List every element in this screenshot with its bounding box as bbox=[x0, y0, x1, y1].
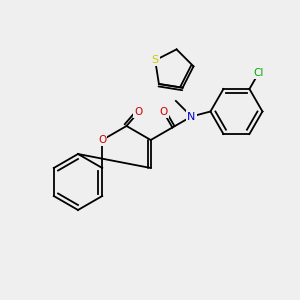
Text: Cl: Cl bbox=[253, 68, 264, 78]
Text: O: O bbox=[98, 135, 106, 145]
Text: S: S bbox=[152, 55, 159, 65]
Text: N: N bbox=[187, 112, 196, 122]
Text: O: O bbox=[159, 107, 167, 117]
Text: O: O bbox=[134, 107, 142, 117]
